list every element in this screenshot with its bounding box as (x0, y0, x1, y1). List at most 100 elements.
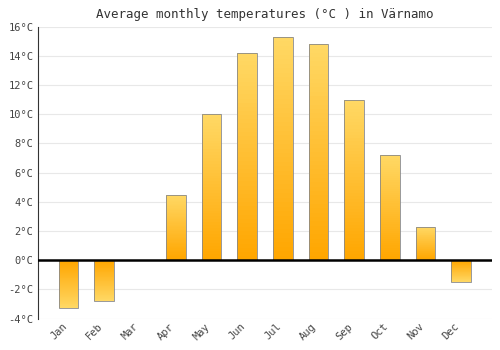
Bar (166, 254, 186, 255)
Bar (273, 68, 292, 72)
Bar (380, 241, 400, 243)
Bar (344, 145, 364, 148)
Bar (308, 182, 328, 187)
Bar (308, 234, 328, 239)
Bar (308, 217, 328, 221)
Bar (59, 278, 78, 279)
Bar (202, 146, 221, 149)
Bar (344, 167, 364, 170)
Bar (59, 262, 78, 263)
Bar (380, 231, 400, 233)
Bar (94, 283, 114, 284)
Bar (59, 260, 78, 261)
Bar (166, 247, 186, 248)
Bar (452, 266, 471, 267)
Bar (380, 245, 400, 247)
Bar (416, 251, 436, 252)
Bar (94, 288, 114, 289)
Bar (202, 120, 221, 123)
Bar (308, 105, 328, 109)
Bar (166, 255, 186, 256)
Bar (202, 211, 221, 214)
Bar (344, 238, 364, 241)
Bar (59, 288, 78, 289)
Bar (380, 258, 400, 260)
Bar (59, 280, 78, 281)
Bar (94, 260, 114, 301)
Bar (344, 199, 364, 202)
Bar (416, 229, 436, 230)
Bar (59, 276, 78, 278)
Bar (166, 195, 186, 196)
Bar (238, 152, 257, 156)
Bar (166, 233, 186, 234)
Bar (59, 286, 78, 287)
Bar (380, 247, 400, 250)
Bar (380, 243, 400, 245)
Bar (273, 41, 292, 46)
Bar (202, 246, 221, 248)
Bar (238, 82, 257, 86)
Bar (202, 170, 221, 173)
Bar (202, 187, 221, 190)
Bar (273, 242, 292, 247)
Bar (59, 307, 78, 308)
Bar (308, 247, 328, 252)
Bar (344, 244, 364, 247)
Bar (94, 289, 114, 290)
Bar (238, 111, 257, 115)
Bar (238, 169, 257, 173)
Bar (202, 184, 221, 187)
Bar (94, 280, 114, 281)
Bar (59, 294, 78, 295)
Bar (308, 195, 328, 200)
Bar (59, 296, 78, 297)
Bar (273, 113, 292, 117)
Bar (166, 240, 186, 242)
Bar (416, 244, 436, 245)
Bar (273, 251, 292, 256)
Bar (273, 37, 292, 41)
Bar (238, 239, 257, 244)
Bar (202, 135, 221, 138)
Bar (166, 221, 186, 222)
Bar (166, 195, 186, 260)
Bar (416, 240, 436, 241)
Bar (273, 166, 292, 171)
Bar (59, 279, 78, 280)
Bar (238, 173, 257, 177)
Bar (59, 271, 78, 272)
Bar (273, 117, 292, 122)
Bar (380, 189, 400, 191)
Bar (202, 190, 221, 193)
Bar (166, 237, 186, 238)
Bar (416, 245, 436, 246)
Bar (380, 168, 400, 170)
Bar (344, 125, 364, 128)
Bar (452, 273, 471, 274)
Bar (344, 174, 364, 177)
Bar (273, 144, 292, 148)
Bar (273, 158, 292, 162)
Bar (273, 247, 292, 251)
Bar (380, 229, 400, 231)
Bar (166, 234, 186, 235)
Bar (238, 156, 257, 161)
Bar (202, 225, 221, 228)
Bar (166, 242, 186, 243)
Bar (416, 241, 436, 242)
Bar (380, 201, 400, 203)
Bar (202, 144, 221, 146)
Bar (166, 219, 186, 221)
Bar (59, 300, 78, 301)
Bar (344, 119, 364, 122)
Bar (166, 210, 186, 212)
Bar (59, 284, 78, 285)
Bar (273, 86, 292, 90)
Bar (202, 161, 221, 164)
Bar (380, 214, 400, 216)
Bar (59, 287, 78, 288)
Bar (416, 236, 436, 237)
Bar (380, 203, 400, 205)
Bar (273, 198, 292, 202)
